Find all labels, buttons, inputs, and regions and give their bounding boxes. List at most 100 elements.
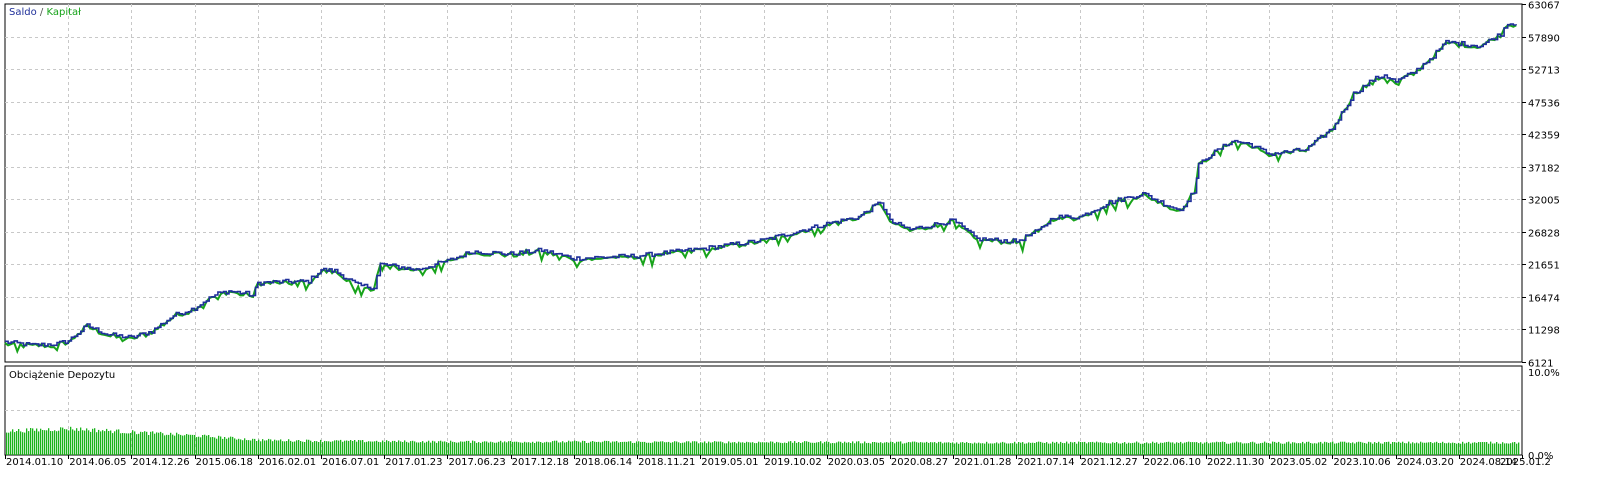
deposit-load-bar	[1510, 443, 1512, 455]
deposit-load-bar	[1166, 442, 1168, 455]
deposit-load-bar	[1514, 442, 1516, 455]
deposit-load-bar	[300, 441, 302, 455]
deposit-load-bar	[360, 440, 362, 455]
deposit-load-bar	[974, 442, 976, 455]
deposit-load-bar	[238, 438, 240, 455]
deposit-load-bar	[1518, 442, 1520, 455]
deposit-load-bar	[526, 442, 528, 455]
deposit-load-bar	[882, 443, 884, 455]
deposit-load-bar	[538, 441, 540, 455]
deposit-load-bar	[886, 442, 888, 455]
deposit-load-bar	[20, 431, 22, 455]
deposit-load-bar	[152, 431, 154, 455]
deposit-load-bar	[110, 430, 112, 455]
deposit-load-bar	[520, 442, 522, 455]
deposit-load-bar	[414, 441, 416, 455]
deposit-load-bar	[1368, 441, 1370, 455]
deposit-load-bar	[1400, 442, 1402, 455]
deposit-load-bar	[644, 441, 646, 455]
deposit-load-bar	[1210, 442, 1212, 455]
deposit-load-bar	[1274, 441, 1276, 455]
deposit-load-bar	[288, 439, 290, 455]
deposit-load-bar	[1208, 443, 1210, 455]
deposit-load-bar	[1482, 442, 1484, 455]
deposit-load-bar	[978, 442, 980, 455]
deposit-load-bar	[1462, 441, 1464, 455]
deposit-load-bar	[150, 431, 152, 455]
deposit-load-bar	[976, 443, 978, 455]
deposit-load-bar	[914, 441, 916, 455]
deposit-load-bar	[448, 442, 450, 455]
deposit-load-bar	[68, 430, 70, 455]
x-tick-label: 2016.02.01	[259, 457, 316, 468]
deposit-load-bar	[332, 441, 334, 455]
deposit-load-bar	[862, 443, 864, 455]
legend-kapital: Kapitał	[46, 7, 81, 18]
deposit-load-bar	[1086, 443, 1088, 455]
y-tick-label: 47536	[1528, 99, 1560, 110]
deposit-load-bar	[1180, 441, 1182, 455]
deposit-load-tick-top: 10.0%	[1528, 368, 1560, 379]
deposit-load-bar	[1410, 443, 1412, 455]
deposit-load-bar	[1196, 442, 1198, 455]
deposit-load-bar	[48, 428, 50, 455]
deposit-load-bar	[1504, 443, 1506, 455]
deposit-load-bar	[306, 439, 308, 455]
deposit-load-bar	[1488, 443, 1490, 455]
deposit-load-bar	[890, 441, 892, 455]
deposit-load-bar	[1194, 442, 1196, 455]
deposit-load-bar	[552, 441, 554, 455]
deposit-load-bar	[304, 442, 306, 455]
deposit-load-bar	[548, 442, 550, 455]
deposit-load-bar	[608, 441, 610, 455]
deposit-load-bar	[1300, 443, 1302, 455]
deposit-load-bar	[102, 430, 104, 455]
deposit-load-bar	[114, 431, 116, 455]
deposit-load-bar	[284, 441, 286, 455]
deposit-load-bar	[1304, 443, 1306, 455]
deposit-load-bar	[296, 440, 298, 455]
deposit-load-bar	[566, 442, 568, 455]
deposit-load-bar	[250, 440, 252, 455]
deposit-load-bar	[214, 437, 216, 455]
deposit-load-bar	[86, 428, 88, 455]
balance-grid	[5, 4, 1522, 362]
deposit-load-bar	[424, 442, 426, 455]
deposit-load-bar	[848, 442, 850, 455]
deposit-load-bar	[1074, 442, 1076, 455]
deposit-load-bar	[798, 442, 800, 455]
deposit-load-bar	[1244, 443, 1246, 455]
deposit-load-bar	[408, 442, 410, 455]
deposit-load-bar	[654, 441, 656, 455]
deposit-load-bar	[1306, 441, 1308, 455]
deposit-load-bar	[672, 442, 674, 455]
deposit-load-bar	[1016, 443, 1018, 455]
deposit-load-bar	[904, 443, 906, 455]
deposit-load-bar	[1464, 443, 1466, 455]
deposit-load-bar	[1280, 443, 1282, 455]
deposit-load-bar	[378, 441, 380, 455]
deposit-load-bar	[348, 440, 350, 455]
deposit-load-bar	[1068, 443, 1070, 455]
deposit-load-bar	[1034, 443, 1036, 455]
deposit-load-bar	[1490, 441, 1492, 455]
deposit-load-bar	[1160, 442, 1162, 455]
deposit-load-bar	[390, 442, 392, 455]
deposit-load-bar	[996, 442, 998, 455]
deposit-load-bar	[580, 442, 582, 455]
deposit-load-bar	[506, 442, 508, 455]
deposit-load-bar	[316, 441, 318, 455]
deposit-load-bar	[32, 428, 34, 455]
deposit-load-bar	[130, 433, 132, 455]
deposit-load-bar	[752, 442, 754, 455]
deposit-load-bar	[136, 434, 138, 455]
deposit-load-bar	[222, 438, 224, 455]
deposit-load-bar	[474, 441, 476, 455]
deposit-load-bar	[1168, 441, 1170, 455]
deposit-load-bar	[604, 440, 606, 455]
deposit-load-bar	[1352, 442, 1354, 455]
deposit-load-bar	[186, 434, 188, 455]
deposit-load-bar	[1498, 443, 1500, 455]
deposit-load-bar	[582, 440, 584, 455]
